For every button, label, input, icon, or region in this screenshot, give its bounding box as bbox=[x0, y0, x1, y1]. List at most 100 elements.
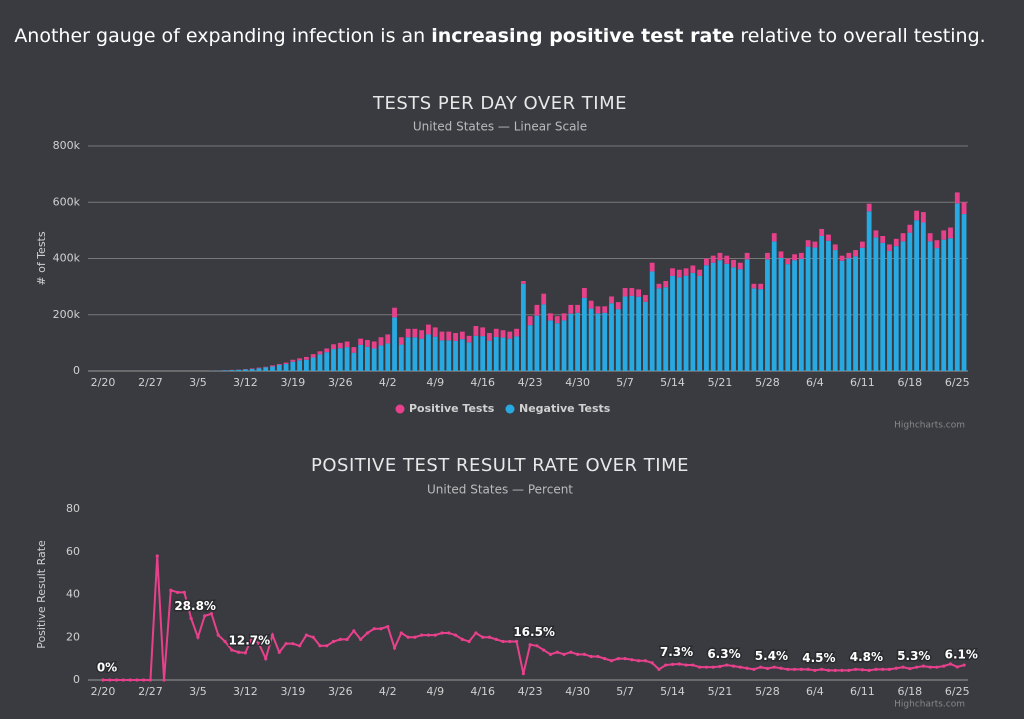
bar-segment bbox=[873, 230, 879, 238]
bar-segment bbox=[954, 192, 960, 204]
bar-segment bbox=[439, 331, 445, 341]
bar-segment bbox=[751, 288, 757, 371]
x-tick-label: 3/12 bbox=[233, 685, 258, 698]
rate-point bbox=[915, 665, 919, 669]
rate-point bbox=[881, 667, 885, 671]
rate-point bbox=[399, 631, 403, 635]
rate-point bbox=[792, 667, 797, 671]
bar-segment bbox=[412, 337, 418, 371]
bar-segment bbox=[887, 250, 892, 371]
bar-segment bbox=[670, 275, 675, 371]
bar-segment bbox=[446, 331, 452, 341]
bar-segment bbox=[927, 233, 933, 242]
bar-segment bbox=[859, 247, 865, 371]
rate-point bbox=[196, 635, 200, 639]
bar-segment bbox=[310, 357, 316, 371]
bar-segment bbox=[256, 367, 262, 369]
bar-segment bbox=[337, 342, 343, 349]
bar-segment bbox=[819, 228, 825, 236]
bar-segment bbox=[663, 287, 669, 371]
rate-point bbox=[304, 633, 308, 637]
bar-segment bbox=[690, 272, 696, 371]
bar-segment bbox=[466, 342, 472, 371]
rate-point bbox=[542, 648, 546, 652]
rate-point bbox=[433, 633, 437, 637]
bar-segment bbox=[710, 255, 716, 263]
bar-segment bbox=[222, 370, 228, 371]
bar-segment bbox=[948, 227, 953, 239]
bar-segment bbox=[385, 334, 391, 344]
bar-segment bbox=[324, 348, 330, 353]
x-tick-label: 2/27 bbox=[138, 685, 163, 698]
bar-segment bbox=[344, 341, 350, 348]
x-tick-label: 6/4 bbox=[806, 376, 824, 389]
bar-segment bbox=[365, 340, 370, 347]
rate-point bbox=[223, 639, 227, 644]
bar-segment bbox=[629, 288, 635, 296]
bar-segment bbox=[710, 262, 716, 371]
x-tick-label: 6/11 bbox=[850, 685, 875, 698]
bar-segment bbox=[392, 307, 397, 318]
bar-segment bbox=[948, 238, 953, 371]
rate-point bbox=[257, 642, 261, 646]
rate-point bbox=[270, 633, 275, 637]
bar-segment bbox=[568, 313, 574, 371]
bar-segment bbox=[609, 296, 614, 304]
bar-segment bbox=[453, 333, 458, 341]
bar-segment bbox=[853, 256, 858, 371]
rate-point bbox=[440, 631, 444, 635]
rate-point bbox=[406, 635, 410, 639]
rate-point bbox=[487, 635, 492, 639]
bar-segment bbox=[765, 252, 770, 260]
bar-segment bbox=[575, 312, 580, 371]
rate-point bbox=[955, 665, 959, 669]
rate-point bbox=[738, 665, 742, 669]
bar-segment bbox=[751, 283, 757, 289]
bar-segment bbox=[758, 283, 764, 290]
bar-segment bbox=[588, 308, 594, 371]
data-label: 16.5% bbox=[513, 625, 555, 639]
x-tick-label: 5/7 bbox=[616, 376, 634, 389]
bar-segment bbox=[263, 367, 269, 371]
bar-segment bbox=[656, 288, 662, 371]
rate-point bbox=[514, 639, 519, 644]
x-tick-label: 4/2 bbox=[379, 376, 397, 389]
bar-segment bbox=[358, 344, 364, 371]
bar-segment bbox=[595, 313, 601, 371]
rate-point bbox=[101, 678, 105, 682]
bar-segment bbox=[683, 275, 689, 371]
bar-segment bbox=[920, 222, 926, 371]
rate-point bbox=[908, 667, 912, 671]
x-tick-label: 2/27 bbox=[138, 376, 163, 389]
bar-segment bbox=[270, 365, 275, 367]
bar-segment bbox=[297, 358, 303, 361]
bar-segment bbox=[466, 335, 472, 343]
bar-segment bbox=[758, 289, 764, 371]
bar-segment bbox=[636, 289, 642, 297]
x-tick-label: 3/19 bbox=[280, 685, 305, 698]
x-tick-label: 3/12 bbox=[233, 376, 258, 389]
bar-segment bbox=[941, 230, 947, 240]
bar-segment bbox=[459, 331, 465, 340]
x-tick-label: 4/2 bbox=[379, 685, 397, 698]
bar-segment bbox=[927, 241, 933, 371]
x-tick-label: 6/18 bbox=[897, 685, 922, 698]
bar-segment bbox=[887, 244, 892, 251]
bar-segment bbox=[242, 369, 248, 371]
bar-segment bbox=[534, 315, 540, 371]
bar-segment bbox=[459, 339, 465, 371]
bar-segment bbox=[676, 269, 682, 278]
rate-point bbox=[840, 668, 844, 672]
bar-segment bbox=[534, 304, 540, 316]
rate-point bbox=[142, 678, 146, 682]
x-tick-label: 4/9 bbox=[426, 376, 444, 389]
y-axis-title: # of Tests bbox=[35, 231, 48, 285]
x-tick-label: 5/28 bbox=[755, 376, 780, 389]
rate-point bbox=[365, 631, 370, 635]
bar-segment bbox=[514, 336, 519, 371]
rate-point bbox=[182, 590, 186, 594]
x-tick-label: 5/7 bbox=[616, 685, 634, 698]
x-tick-label: 6/25 bbox=[945, 376, 970, 389]
rate-point bbox=[372, 627, 376, 631]
